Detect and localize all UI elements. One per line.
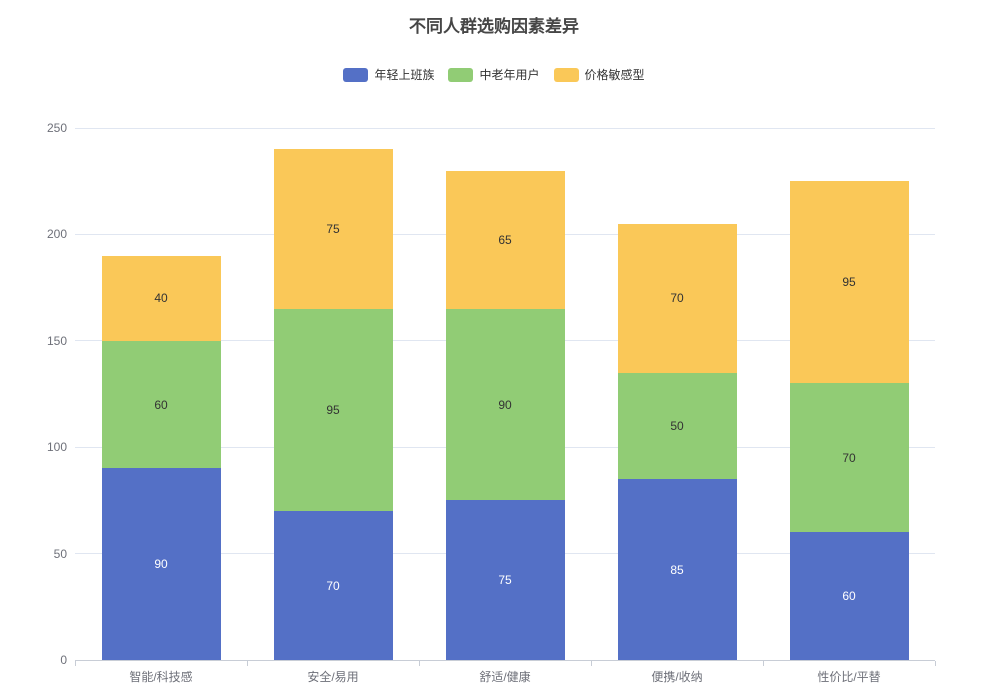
gridline-y-250	[75, 127, 935, 129]
legend-swatch-senior-users	[448, 67, 474, 82]
y-axis-tick-label: 150	[46, 333, 67, 348]
bar-segment-中老年用户-性价比/平替[interactable]: 70	[789, 383, 909, 533]
legend-label: 中老年用户	[479, 68, 540, 82]
y-axis-tick-label: 0	[60, 653, 67, 667]
chart-title: 不同人群选购因素差异	[409, 17, 579, 36]
x-axis-label-性价比/平替: 性价比/平替	[817, 670, 881, 684]
x-axis-label-安全/易用: 安全/易用	[307, 670, 359, 684]
x-axis-label-智能/科技感: 智能/科技感	[129, 670, 193, 684]
bar-segment-中老年用户-安全/易用[interactable]: 95	[273, 308, 393, 512]
y-axis-tick-label: 250	[46, 121, 67, 135]
bar-segment-年轻上班族-舒适/健康[interactable]: 75	[445, 500, 565, 660]
x-axis-tick	[935, 661, 936, 666]
legend-swatch-young-workers	[343, 67, 369, 82]
bar-segment-中老年用户-智能/科技感[interactable]: 60	[101, 340, 221, 469]
legend-item-price-sensitive[interactable]: 价格敏感型	[553, 66, 645, 83]
x-axis-tick	[247, 661, 248, 666]
x-axis-tick	[419, 661, 420, 666]
bar-segment-价格敏感型-性价比/平替[interactable]: 95	[789, 181, 909, 384]
x-axis-tick	[591, 661, 592, 666]
legend: 年轻上班族 中老年用户 价格敏感型	[0, 66, 988, 83]
legend-item-young-workers[interactable]: 年轻上班族	[343, 66, 434, 83]
x-axis-tick	[75, 661, 76, 666]
bar-segment-年轻上班族-智能/科技感[interactable]: 90	[101, 468, 221, 660]
bar-segment-价格敏感型-智能/科技感[interactable]: 40	[101, 255, 221, 341]
bar-segment-价格敏感型-舒适/健康[interactable]: 65	[445, 170, 565, 309]
legend-swatch-price-sensitive	[553, 67, 579, 82]
y-axis-tick-label: 50	[53, 546, 67, 561]
legend-label: 价格敏感型	[584, 68, 645, 82]
y-axis-tick-label: 100	[46, 440, 67, 455]
bar-segment-年轻上班族-便携/收纳[interactable]: 85	[617, 479, 737, 660]
x-axis-label-舒适/健康: 舒适/健康	[479, 670, 531, 684]
bar-segment-年轻上班族-性价比/平替[interactable]: 60	[789, 532, 909, 660]
bar-segment-中老年用户-舒适/健康[interactable]: 90	[445, 308, 565, 501]
bar-segment-中老年用户-便携/收纳[interactable]: 50	[617, 372, 737, 480]
x-axis-line	[75, 660, 935, 661]
x-axis-label-便携/收纳: 便携/收纳	[651, 670, 703, 684]
legend-label: 年轻上班族	[374, 68, 435, 82]
x-axis-tick	[763, 661, 764, 666]
bar-segment-价格敏感型-便携/收纳[interactable]: 70	[617, 223, 737, 373]
legend-item-senior-users[interactable]: 中老年用户	[448, 66, 540, 83]
y-axis-tick-label: 200	[46, 227, 67, 242]
bar-segment-价格敏感型-安全/易用[interactable]: 75	[273, 149, 393, 309]
bar-segment-年轻上班族-安全/易用[interactable]: 70	[273, 511, 393, 660]
